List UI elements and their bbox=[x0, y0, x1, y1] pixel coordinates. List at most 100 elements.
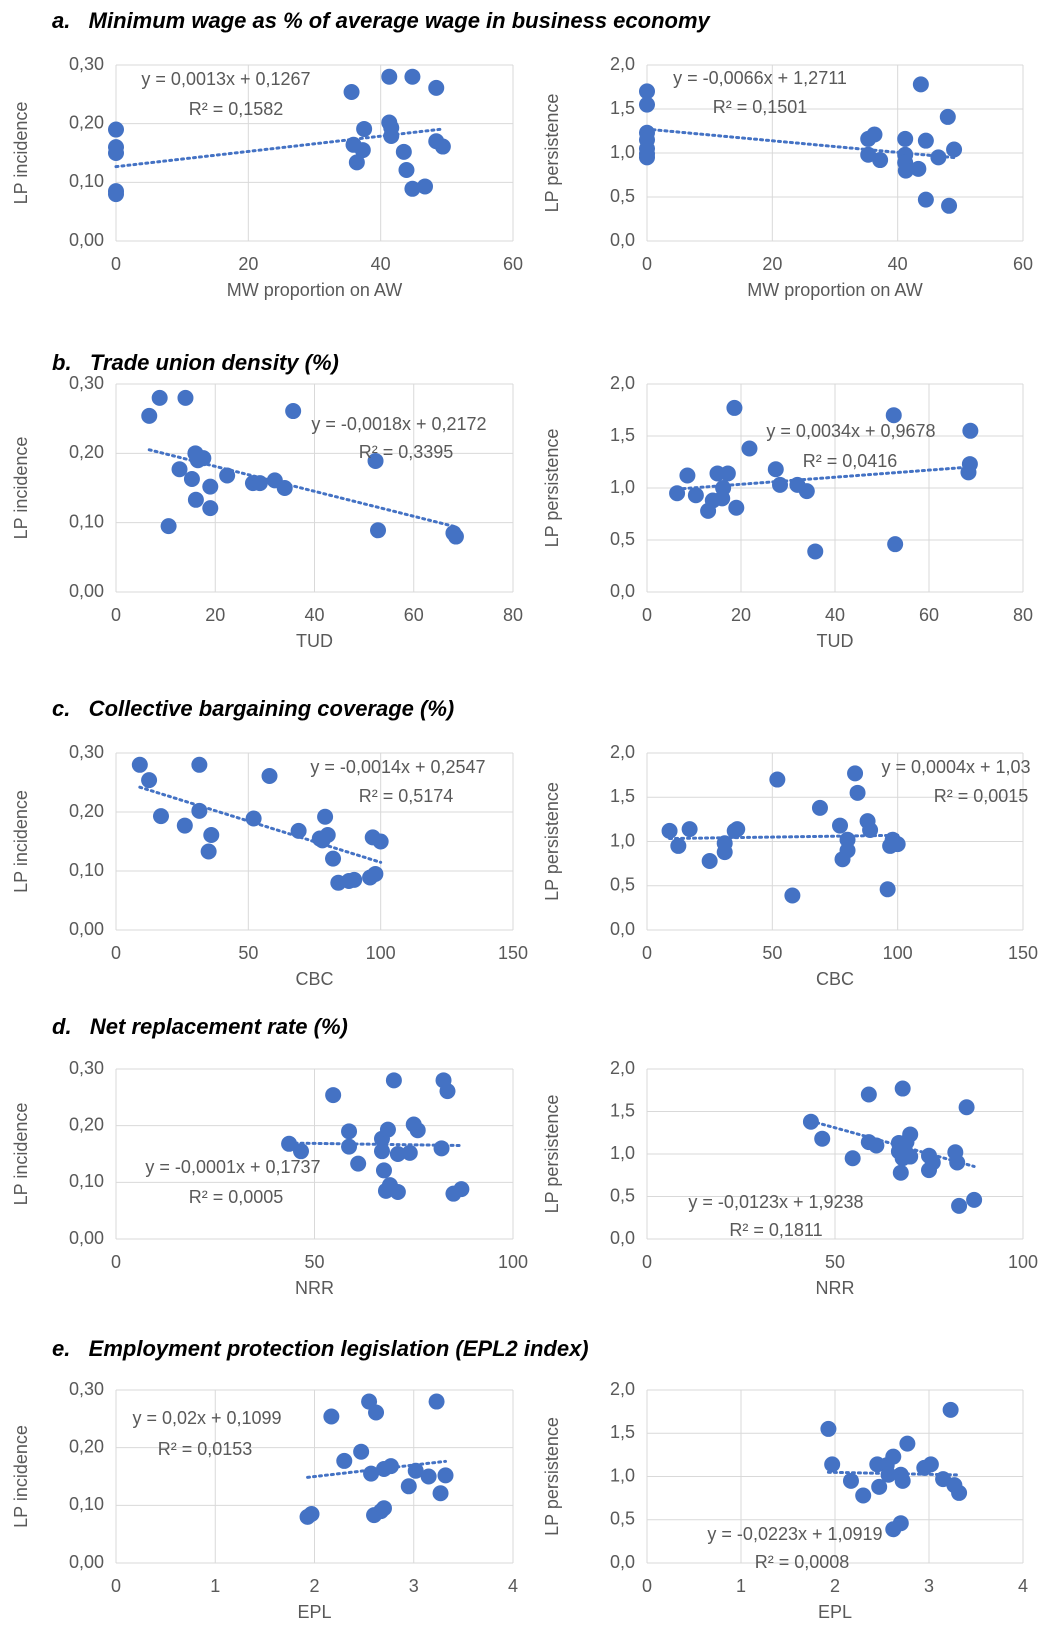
y-tick-label: 1,5 bbox=[610, 1100, 635, 1120]
x-tick-label: 60 bbox=[404, 605, 424, 625]
y-tick-label: 0,0 bbox=[610, 919, 635, 939]
point bbox=[319, 827, 336, 844]
x-tick-label: 0 bbox=[642, 605, 652, 625]
r-squared: R² = 0,0153 bbox=[158, 1439, 253, 1459]
point bbox=[930, 149, 947, 166]
trendline-equation: y = -0,0123x + 1,9238 bbox=[688, 1192, 863, 1212]
x-tick-label: 1 bbox=[736, 1576, 746, 1596]
point bbox=[375, 1500, 392, 1517]
r-squared: R² = 0,0015 bbox=[934, 786, 1029, 806]
y-axis-label: LP persistence bbox=[542, 429, 562, 548]
r-squared: R² = 0,1811 bbox=[729, 1220, 822, 1240]
x-axis-label: TUD bbox=[817, 631, 854, 651]
y-tick-label: 0,00 bbox=[69, 230, 104, 250]
point bbox=[679, 467, 696, 484]
point bbox=[951, 1197, 968, 1214]
y-tick-label: 0,30 bbox=[69, 1379, 104, 1399]
point bbox=[341, 1123, 358, 1140]
y-tick-label: 0,0 bbox=[610, 1552, 635, 1572]
y-tick-label: 1,0 bbox=[610, 830, 635, 850]
point bbox=[719, 465, 736, 482]
point bbox=[453, 1181, 470, 1198]
y-tick-label: 0,30 bbox=[69, 742, 104, 762]
point bbox=[669, 485, 686, 502]
x-tick-label: 40 bbox=[304, 605, 324, 625]
point bbox=[171, 461, 188, 478]
point bbox=[962, 422, 979, 439]
y-tick-label: 0,10 bbox=[69, 1171, 104, 1191]
x-tick-label: 50 bbox=[238, 943, 258, 963]
x-tick-label: 0 bbox=[111, 1576, 121, 1596]
point bbox=[917, 191, 934, 208]
point bbox=[855, 1487, 872, 1504]
point bbox=[401, 1144, 418, 1161]
y-axis-label: LP incidence bbox=[11, 790, 31, 893]
point bbox=[261, 768, 278, 785]
y-axis-label: LP incidence bbox=[11, 437, 31, 540]
point bbox=[887, 536, 904, 553]
point bbox=[842, 1472, 859, 1489]
y-axis-label: LP persistence bbox=[542, 94, 562, 213]
y-tick-label: 0,10 bbox=[69, 860, 104, 880]
x-axis-label: TUD bbox=[296, 631, 333, 651]
point bbox=[912, 76, 929, 93]
point bbox=[892, 1164, 909, 1181]
trendline-equation: y = -0,0018x + 0,2172 bbox=[311, 414, 486, 434]
y-axis-label: LP incidence bbox=[11, 1425, 31, 1528]
y-tick-label: 1,0 bbox=[610, 1465, 635, 1485]
r-squared: R² = 0,0416 bbox=[803, 451, 898, 471]
trendline bbox=[147, 448, 458, 529]
point bbox=[687, 487, 704, 504]
point bbox=[420, 1468, 437, 1485]
point bbox=[728, 499, 745, 516]
point bbox=[202, 478, 219, 495]
x-tick-label: 60 bbox=[503, 254, 523, 274]
y-tick-label: 0,5 bbox=[610, 875, 635, 895]
x-tick-label: 0 bbox=[111, 254, 121, 274]
y-tick-label: 0,10 bbox=[69, 171, 104, 191]
y-axis-label: LP persistence bbox=[542, 1417, 562, 1536]
y-tick-label: 0,5 bbox=[610, 1185, 635, 1205]
point bbox=[639, 83, 655, 100]
point bbox=[639, 96, 655, 113]
y-tick-label: 2,0 bbox=[610, 1058, 635, 1078]
point bbox=[639, 149, 655, 166]
point bbox=[439, 1083, 456, 1100]
y-tick-label: 1,5 bbox=[610, 98, 635, 118]
point bbox=[892, 1515, 909, 1532]
point bbox=[187, 491, 204, 508]
point bbox=[152, 808, 169, 825]
point bbox=[400, 1478, 417, 1495]
point bbox=[151, 389, 168, 406]
y-tick-label: 0,5 bbox=[610, 1509, 635, 1529]
point bbox=[251, 475, 268, 492]
x-tick-label: 60 bbox=[1013, 254, 1033, 274]
x-tick-label: 80 bbox=[503, 605, 523, 625]
y-tick-label: 1,5 bbox=[610, 425, 635, 445]
point bbox=[350, 1155, 367, 1172]
y-tick-label: 0,00 bbox=[69, 1228, 104, 1248]
y-tick-label: 0,10 bbox=[69, 1494, 104, 1514]
y-tick-label: 0,30 bbox=[69, 1058, 104, 1078]
x-axis-label: EPL bbox=[297, 1602, 331, 1622]
x-tick-label: 20 bbox=[238, 254, 258, 274]
x-tick-label: 3 bbox=[924, 1576, 934, 1596]
point bbox=[716, 844, 733, 861]
point bbox=[899, 1435, 916, 1452]
trendline bbox=[287, 1141, 463, 1147]
point bbox=[398, 162, 415, 179]
x-axis-label: MW proportion on AW bbox=[227, 280, 402, 300]
point bbox=[784, 887, 801, 904]
point bbox=[807, 543, 824, 560]
point bbox=[203, 827, 220, 844]
point bbox=[317, 808, 334, 825]
x-axis-label: NRR bbox=[816, 1278, 855, 1298]
point bbox=[701, 852, 718, 869]
trendline bbox=[668, 833, 900, 841]
trendline bbox=[826, 1470, 961, 1477]
point bbox=[866, 126, 883, 143]
point bbox=[885, 1448, 902, 1465]
trendline-equation: y = -0,0014x + 0,2547 bbox=[310, 757, 485, 777]
section-title: d. Net replacement rate (%) bbox=[52, 1014, 348, 1039]
